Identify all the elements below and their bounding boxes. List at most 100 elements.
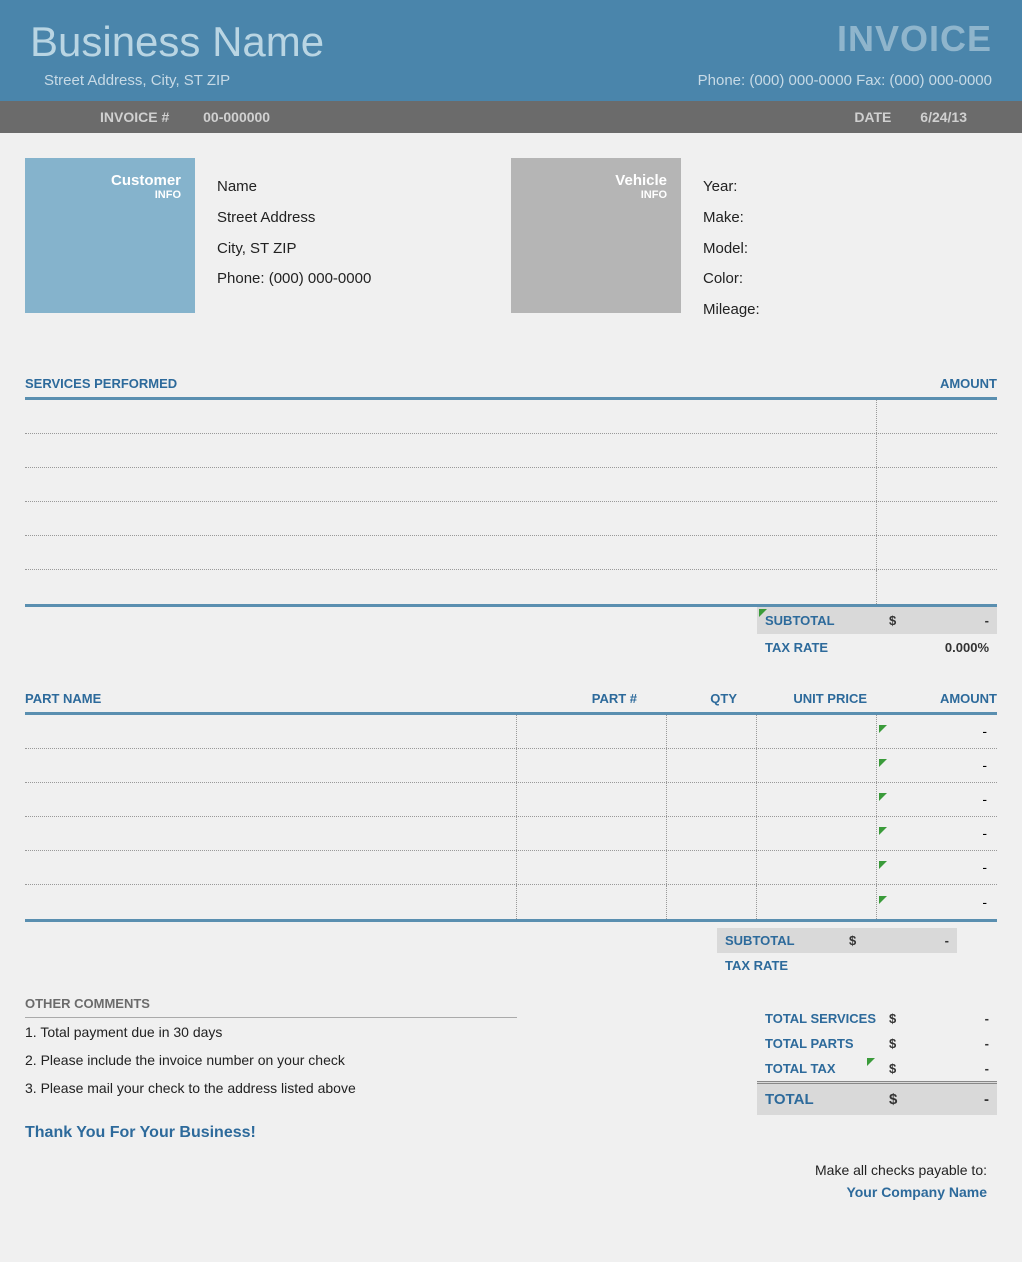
- bottom-section: SUBTOTAL $ - TAX RATE: [25, 922, 997, 978]
- footer: Make all checks payable to: Your Company…: [0, 1162, 987, 1200]
- business-phone-fax: Phone: (000) 000-0000 Fax: (000) 000-000…: [698, 72, 992, 89]
- customer-phone: Phone: (000) 000-0000: [217, 264, 511, 295]
- footer-company: Your Company Name: [0, 1184, 987, 1200]
- customer-city: City, ST ZIP: [217, 234, 511, 265]
- customer-panel: Customer INFO: [25, 158, 195, 313]
- parts-row[interactable]: -: [25, 749, 997, 783]
- formula-marker-icon: [879, 861, 887, 869]
- vehicle-sub: INFO: [511, 189, 667, 201]
- totals-block: TOTAL SERVICES $ - TOTAL PARTS $ - TOTAL…: [757, 978, 997, 1142]
- parts-row[interactable]: -: [25, 851, 997, 885]
- total-tax-row: TOTAL TAX $ -: [757, 1056, 997, 1081]
- services-subtotal-currency: $: [889, 613, 909, 628]
- parts-subtotal-row: SUBTOTAL $ -: [717, 928, 957, 953]
- services-tax-row: TAX RATE 0.000%: [757, 634, 997, 661]
- invoice-num: 00-000000: [203, 109, 270, 125]
- total-services-value: -: [909, 1011, 989, 1026]
- services-subtotal-label: SUBTOTAL: [765, 613, 889, 628]
- invoice-page: Business Name INVOICE Street Address, Ci…: [0, 0, 1022, 1240]
- total-parts-label: TOTAL PARTS: [765, 1036, 889, 1051]
- service-row[interactable]: [25, 400, 997, 434]
- info-panels: Customer INFO Name Street Address City, …: [0, 133, 1022, 336]
- customer-name: Name: [217, 172, 511, 203]
- parts-header-qty: QTY: [667, 691, 757, 706]
- vehicle-panel: Vehicle INFO: [511, 158, 681, 313]
- comment-1: 1. Total payment due in 30 days: [25, 1018, 717, 1046]
- vehicle-title: Vehicle: [511, 172, 667, 189]
- total-services-currency: $: [889, 1011, 909, 1026]
- parts-header-unit: UNIT PRICE: [757, 691, 877, 706]
- services-subtotal-row: SUBTOTAL $ -: [757, 607, 997, 634]
- invoice-label: INVOICE: [837, 18, 992, 60]
- services-tax-label: TAX RATE: [765, 640, 889, 655]
- formula-marker-icon: [879, 827, 887, 835]
- comment-3: 3. Please mail your check to the address…: [25, 1074, 717, 1102]
- services-header-amount: AMOUNT: [877, 376, 997, 391]
- comments: SUBTOTAL $ - TAX RATE: [25, 928, 997, 978]
- formula-marker-icon: [879, 896, 887, 904]
- customer-street: Street Address: [217, 203, 511, 234]
- parts-row[interactable]: -: [25, 715, 997, 749]
- grand-total-value: -: [909, 1091, 989, 1108]
- customer-data: Name Street Address City, ST ZIP Phone: …: [195, 158, 511, 326]
- formula-marker-icon: [879, 725, 887, 733]
- parts-subtotal-label: SUBTOTAL: [725, 933, 849, 948]
- service-row[interactable]: [25, 468, 997, 502]
- services-header: SERVICES PERFORMED AMOUNT: [0, 336, 1022, 397]
- total-parts-row: TOTAL PARTS $ -: [757, 1031, 997, 1056]
- date-value: 6/24/13: [920, 109, 967, 125]
- header: Business Name INVOICE Street Address, Ci…: [0, 0, 1022, 101]
- grand-total-row: TOTAL $ -: [757, 1081, 997, 1115]
- footer-payable: Make all checks payable to:: [0, 1162, 987, 1178]
- vehicle-year: Year:: [703, 172, 997, 203]
- grand-total-label: TOTAL: [765, 1091, 889, 1108]
- parts-header-partno: PART #: [517, 691, 667, 706]
- business-name: Business Name: [30, 18, 324, 66]
- invoice-num-label: INVOICE #: [100, 109, 169, 125]
- parts-header: PART NAME PART # QTY UNIT PRICE AMOUNT: [0, 661, 1022, 712]
- service-row[interactable]: [25, 434, 997, 468]
- total-parts-currency: $: [889, 1036, 909, 1051]
- vehicle-data: Year: Make: Model: Color: Mileage:: [681, 158, 997, 326]
- parts-header-name: PART NAME: [25, 691, 517, 706]
- services-subtotal-value: -: [909, 613, 989, 628]
- service-row[interactable]: [25, 536, 997, 570]
- services-header-label: SERVICES PERFORMED: [25, 376, 877, 391]
- total-services-label: TOTAL SERVICES: [765, 1011, 889, 1026]
- formula-marker-icon: [879, 759, 887, 767]
- comments-block: OTHER COMMENTS 1. Total payment due in 3…: [25, 978, 757, 1142]
- service-row[interactable]: [25, 570, 997, 604]
- formula-marker-icon: [879, 793, 887, 801]
- parts-subtotal-value: -: [869, 933, 949, 948]
- parts-header-amount: AMOUNT: [877, 691, 997, 706]
- comments-title: OTHER COMMENTS: [25, 978, 517, 1018]
- vehicle-color: Color:: [703, 264, 997, 295]
- parts-tax-label: TAX RATE: [725, 958, 949, 973]
- parts-subtotal-currency: $: [849, 933, 869, 948]
- total-services-row: TOTAL SERVICES $ -: [757, 1006, 997, 1031]
- parts-table: ------: [25, 712, 997, 922]
- vehicle-mileage: Mileage:: [703, 295, 997, 326]
- parts-row[interactable]: -: [25, 783, 997, 817]
- subheader: INVOICE # 00-000000 DATE 6/24/13: [0, 101, 1022, 133]
- vehicle-make: Make:: [703, 203, 997, 234]
- thanks-message: Thank You For Your Business!: [25, 1124, 717, 1142]
- services-subtotal-block: SUBTOTAL $ - TAX RATE 0.000%: [25, 607, 997, 661]
- services-table: [25, 397, 997, 607]
- customer-sub: INFO: [25, 189, 181, 201]
- formula-marker-icon: [759, 609, 767, 617]
- total-parts-value: -: [909, 1036, 989, 1051]
- customer-title: Customer: [25, 172, 181, 189]
- total-tax-value: -: [909, 1061, 989, 1076]
- total-tax-currency: $: [889, 1061, 909, 1076]
- parts-row[interactable]: -: [25, 817, 997, 851]
- parts-row[interactable]: -: [25, 885, 997, 919]
- comment-2: 2. Please include the invoice number on …: [25, 1046, 717, 1074]
- business-address: Street Address, City, ST ZIP: [44, 72, 230, 89]
- parts-tax-row: TAX RATE: [717, 953, 957, 978]
- service-row[interactable]: [25, 502, 997, 536]
- grand-total-currency: $: [889, 1091, 909, 1108]
- services-tax-value: 0.000%: [909, 640, 989, 655]
- date-label: DATE: [854, 109, 891, 125]
- vehicle-model: Model:: [703, 234, 997, 265]
